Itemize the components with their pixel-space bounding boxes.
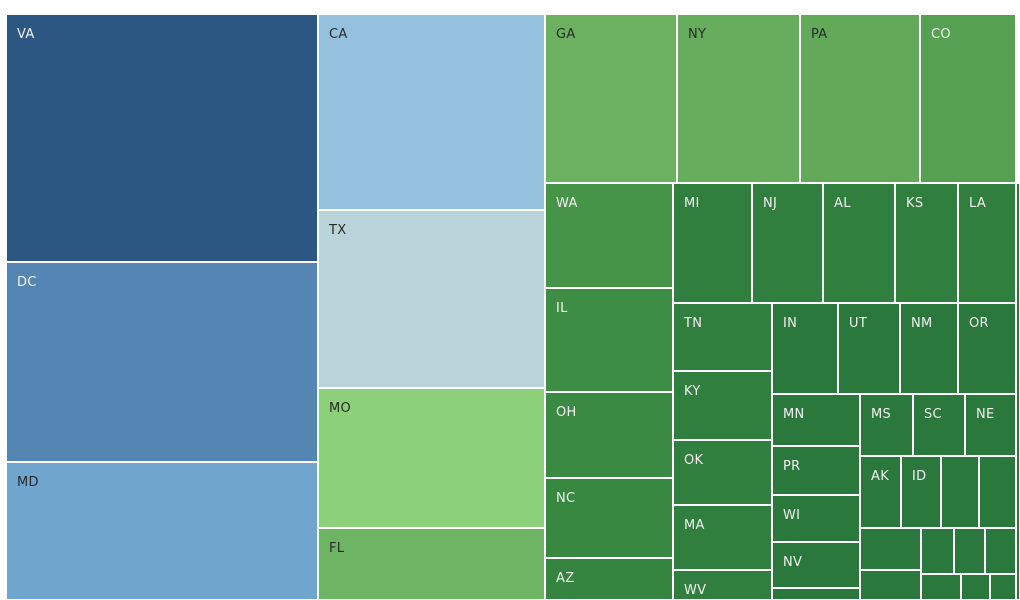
- treemap-tile-md[interactable]: MD: [6, 462, 318, 600]
- treemap-tile-unlabeled-44[interactable]: [954, 528, 985, 574]
- tile-label-nv: NV: [783, 555, 803, 570]
- treemap-tile-co[interactable]: CO: [920, 14, 1016, 183]
- tile-label-ca: CA: [329, 27, 348, 42]
- tile-label-tx: TX: [329, 223, 347, 238]
- tile-label-or: OR: [969, 316, 989, 331]
- treemap-tile-wi[interactable]: WI: [772, 495, 860, 542]
- treemap-tile-ut[interactable]: UT: [838, 303, 900, 394]
- tile-label-nm: NM: [911, 316, 933, 331]
- treemap-tile-ne[interactable]: NE: [965, 394, 1016, 456]
- tile-label-ms: MS: [871, 407, 892, 422]
- tile-label-wa: WA: [556, 196, 578, 211]
- tile-label-az: AZ: [556, 571, 575, 586]
- treemap-tile-mi[interactable]: MI: [673, 183, 752, 303]
- tile-label-il: IL: [556, 301, 568, 316]
- treemap-tile-fl[interactable]: FL: [318, 528, 545, 600]
- tile-label-sc: SC: [924, 407, 942, 422]
- treemap-tile-mo[interactable]: MO: [318, 388, 545, 528]
- treemap-tile-tn[interactable]: TN: [673, 303, 772, 371]
- tile-label-co: CO: [931, 27, 951, 42]
- treemap-tile-wv[interactable]: WV: [673, 570, 772, 600]
- tile-label-nj: NJ: [763, 196, 778, 211]
- treemap-tile-ok[interactable]: OK: [673, 440, 772, 505]
- treemap-tile-pa[interactable]: PA: [800, 14, 920, 183]
- treemap-tile-az[interactable]: AZ: [545, 558, 673, 600]
- treemap-tile-or[interactable]: OR: [958, 303, 1016, 394]
- tile-label-wi: WI: [783, 508, 801, 523]
- treemap-tile-nv[interactable]: NV: [772, 542, 860, 588]
- tile-label-ky: KY: [684, 384, 701, 399]
- tile-label-in: IN: [783, 316, 798, 331]
- tile-label-mo: MO: [329, 401, 352, 416]
- tile-label-ok: OK: [684, 453, 704, 468]
- treemap-tile-dc[interactable]: DC: [6, 262, 318, 462]
- treemap-tile-wa[interactable]: WA: [545, 183, 673, 288]
- treemap-tile-unlabeled-49[interactable]: [772, 588, 860, 600]
- treemap-tile-in[interactable]: IN: [772, 303, 838, 394]
- treemap-tile-unlabeled-43[interactable]: [921, 528, 954, 574]
- treemap-tile-unlabeled-46[interactable]: [921, 574, 961, 600]
- treemap-tile-ak[interactable]: AK: [860, 456, 901, 528]
- treemap-tile-unlabeled-47[interactable]: [961, 574, 990, 600]
- tile-label-oh: OH: [556, 405, 577, 420]
- tile-label-ne: NE: [976, 407, 995, 422]
- treemap-tile-ms[interactable]: MS: [860, 394, 913, 456]
- treemap-tile-nj[interactable]: NJ: [752, 183, 823, 303]
- treemap-tile-ga[interactable]: GA: [545, 14, 677, 183]
- treemap-tile-unlabeled-48[interactable]: [990, 574, 1016, 600]
- treemap-tile-il[interactable]: IL: [545, 288, 673, 392]
- treemap-tile-unlabeled-41[interactable]: [860, 528, 921, 570]
- tile-label-md: MD: [17, 475, 39, 490]
- treemap-tile-ks[interactable]: KS: [895, 183, 958, 303]
- treemap-tile-mn[interactable]: MN: [772, 394, 860, 446]
- treemap-tile-nc[interactable]: NC: [545, 478, 673, 558]
- tile-label-ma: MA: [684, 518, 705, 533]
- tile-label-mn: MN: [783, 407, 805, 422]
- treemap-tile-al[interactable]: AL: [823, 183, 895, 303]
- tile-label-dc: DC: [17, 275, 37, 290]
- treemap-tile-ma[interactable]: MA: [673, 505, 772, 570]
- tile-label-nc: NC: [556, 491, 576, 506]
- tile-label-ut: UT: [849, 316, 868, 331]
- treemap-tile-nm[interactable]: NM: [900, 303, 958, 394]
- treemap-tile-unlabeled-42[interactable]: [860, 570, 921, 600]
- treemap-tile-pr[interactable]: PR: [772, 446, 860, 495]
- treemap-tile-unlabeled-39[interactable]: [941, 456, 979, 528]
- tile-label-pr: PR: [783, 459, 801, 474]
- tile-label-id: ID: [912, 469, 927, 484]
- tile-label-tn: TN: [684, 316, 703, 331]
- treemap-tile-ca[interactable]: CA: [318, 14, 545, 210]
- treemap-tile-ky[interactable]: KY: [673, 371, 772, 440]
- tile-label-al: AL: [834, 196, 851, 211]
- tile-label-fl: FL: [329, 541, 345, 556]
- treemap-tile-tx[interactable]: TX: [318, 210, 545, 388]
- tile-label-la: LA: [969, 196, 987, 211]
- treemap-tile-ny[interactable]: NY: [677, 14, 800, 183]
- treemap-tile-la[interactable]: LA: [958, 183, 1016, 303]
- tile-label-ks: KS: [906, 196, 924, 211]
- treemap-tile-unlabeled-45[interactable]: [985, 528, 1016, 574]
- tile-label-ak: AK: [871, 469, 890, 484]
- treemap-tile-va[interactable]: VA: [6, 14, 318, 262]
- treemap-tile-unlabeled-50[interactable]: [1016, 183, 1020, 600]
- treemap-tile-sc[interactable]: SC: [913, 394, 965, 456]
- tile-label-va: VA: [17, 27, 35, 42]
- treemap-tile-unlabeled-40[interactable]: [979, 456, 1016, 528]
- tile-label-wv: WV: [684, 583, 707, 598]
- tile-label-mi: MI: [684, 196, 700, 211]
- tile-label-ny: NY: [688, 27, 707, 42]
- treemap-tile-oh[interactable]: OH: [545, 392, 673, 478]
- treemap-tile-id[interactable]: ID: [901, 456, 941, 528]
- tile-label-pa: PA: [811, 27, 828, 42]
- tile-label-ga: GA: [556, 27, 576, 42]
